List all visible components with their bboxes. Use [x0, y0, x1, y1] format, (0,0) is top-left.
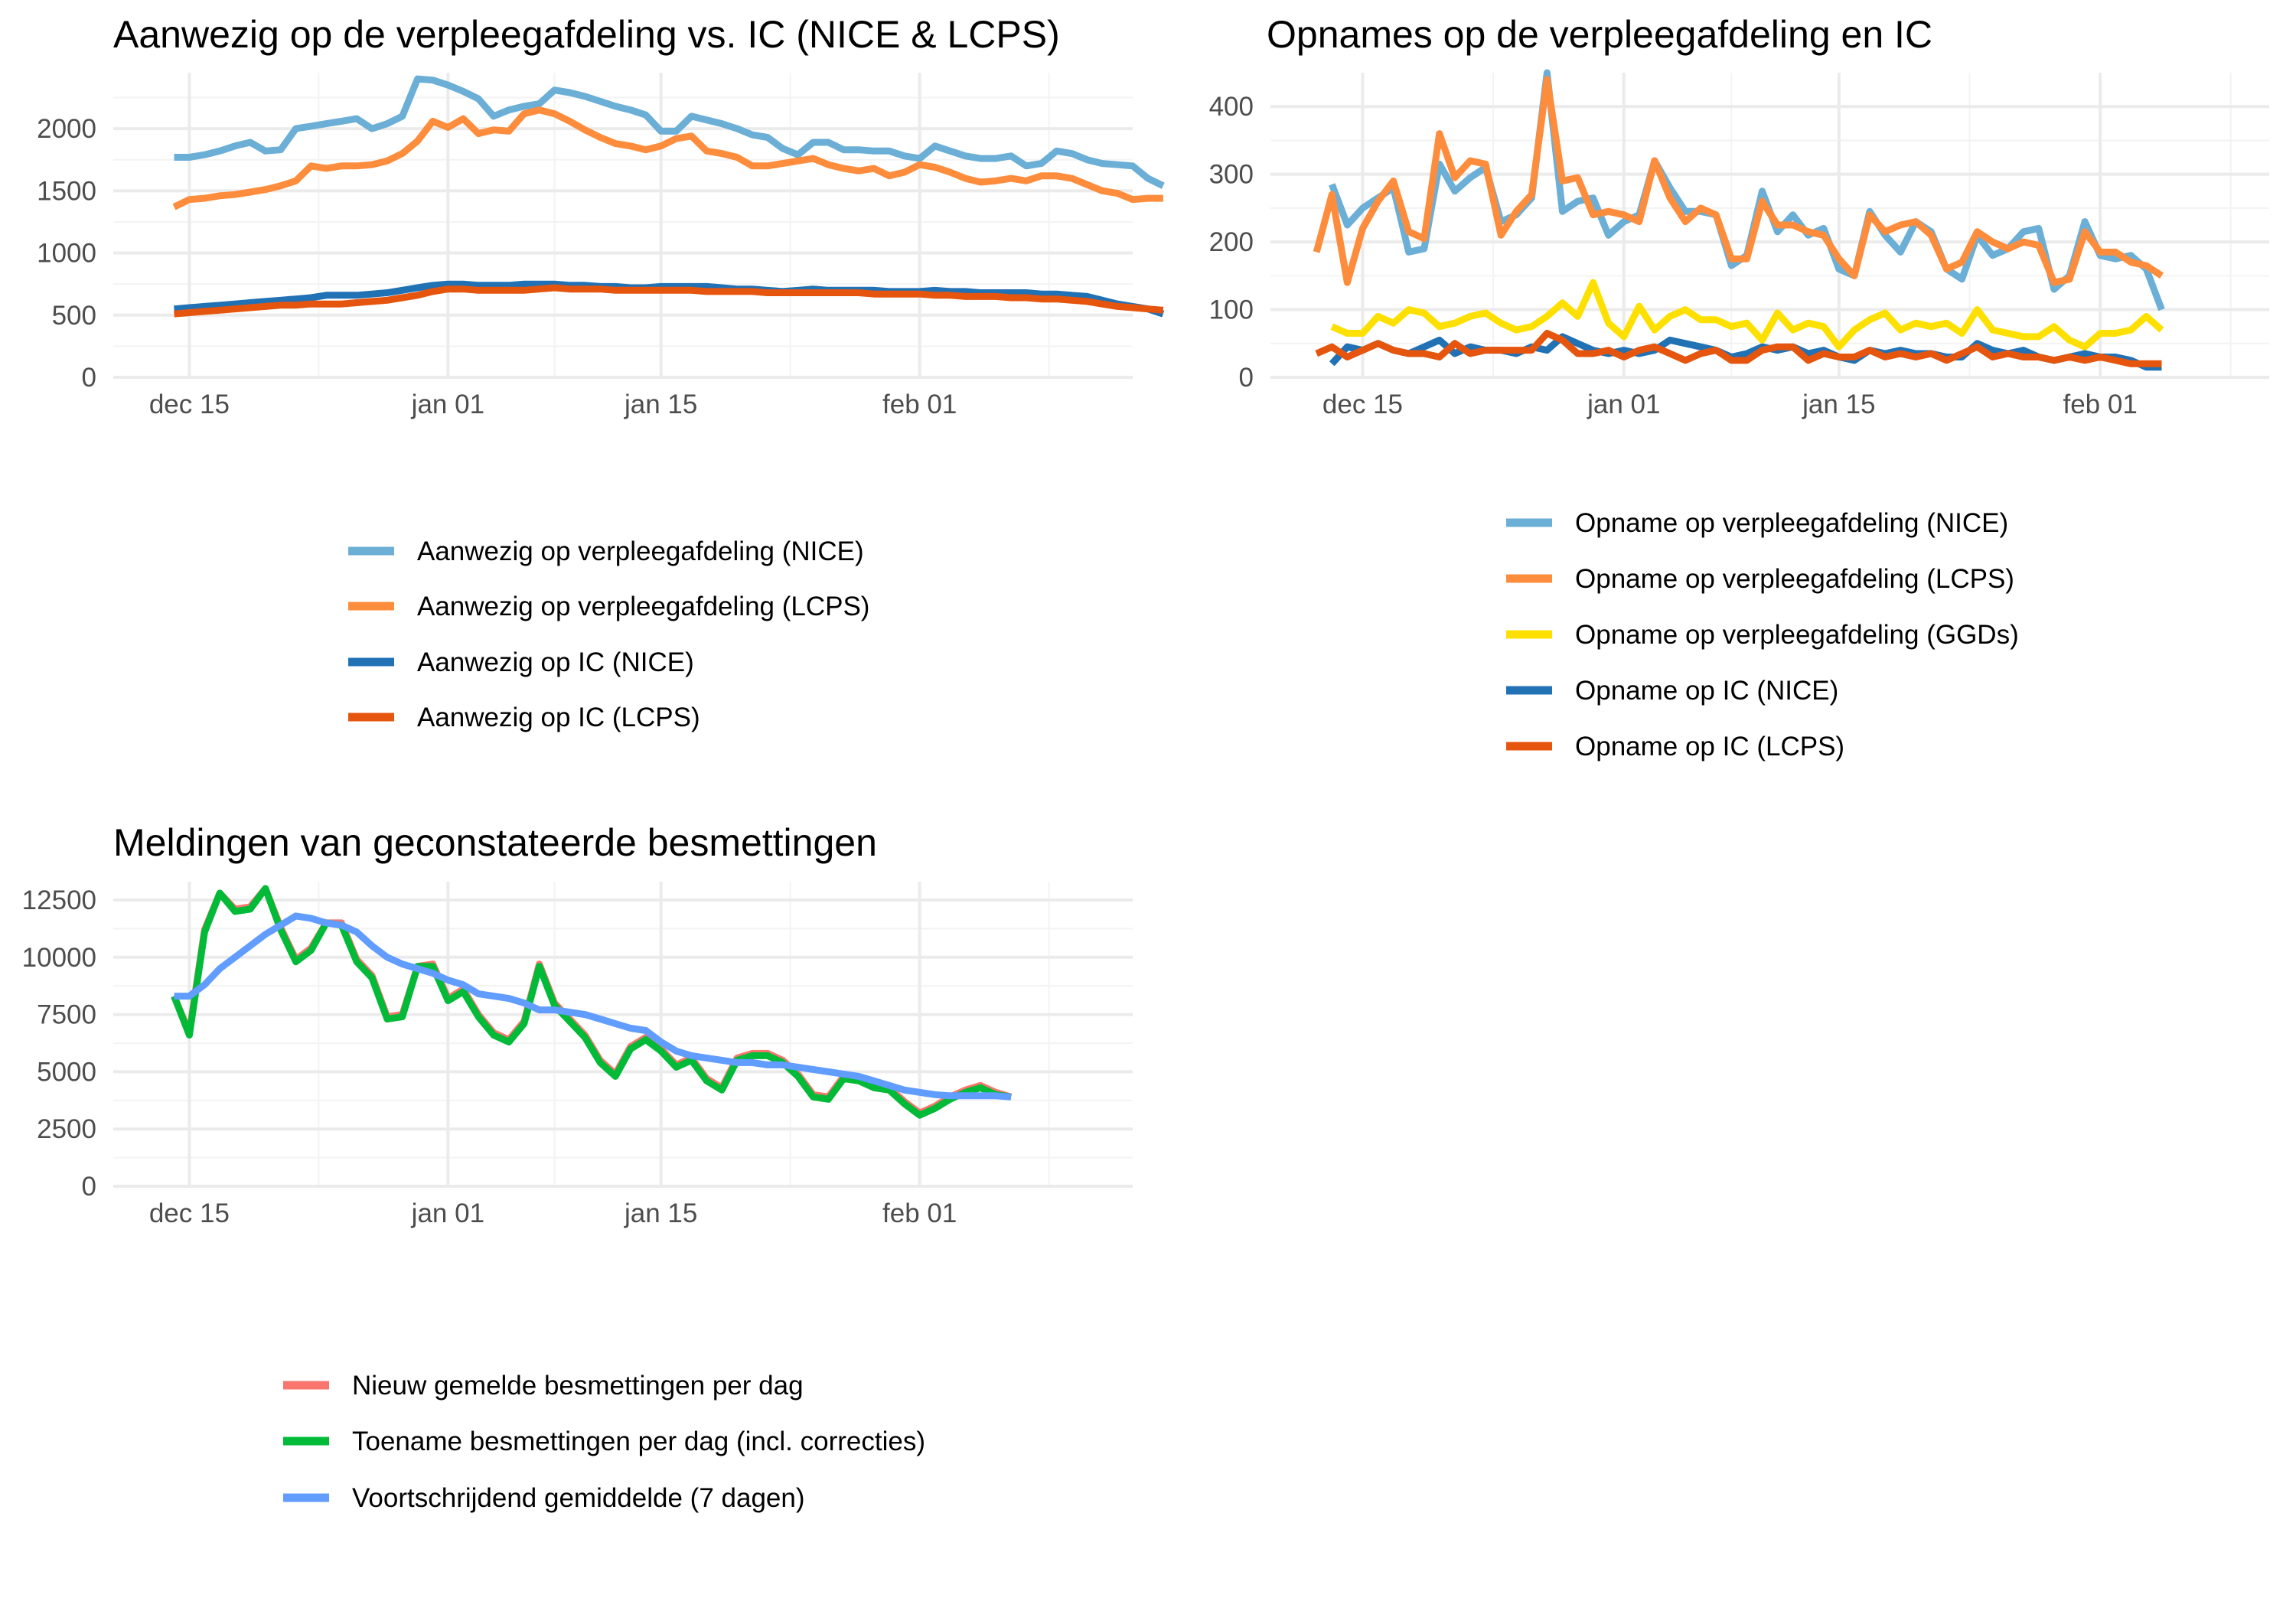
legend-item: Opname op IC (NICE)	[1506, 676, 1838, 706]
legend-label: Nieuw gemelde besmettingen per dag	[352, 1371, 804, 1401]
legend-label: Aanwezig op verpleegafdeling (LCPS)	[417, 592, 869, 621]
legend-label: Opname op verpleegafdeling (NICE)	[1575, 508, 2008, 538]
series-line-aanwezig-op-verpleegafdeling-nice	[174, 75, 1165, 189]
legend-label: Opname op IC (NICE)	[1575, 676, 1838, 706]
x-tick-label: feb 01	[2063, 390, 2137, 419]
legend: Aanwezig op verpleegafdeling (NICE) Aanw…	[348, 536, 869, 732]
x-axis-tick-labels: dec 15 jan 01 jan 15 feb 01	[149, 1198, 957, 1228]
x-axis-tick-labels: dec 15 jan 01 jan 15 feb 01	[1322, 390, 2138, 419]
x-axis-tick-labels: dec 15 jan 01 jan 15 feb 01	[149, 390, 957, 419]
legend-label: Aanwezig op IC (LCPS)	[417, 703, 700, 732]
legend-item: Opname op verpleegafdeling (NICE)	[1506, 508, 2008, 538]
x-tick-label: dec 15	[149, 1198, 230, 1228]
gridlines	[113, 882, 1133, 1188]
legend-item: Nieuw gemelde besmettingen per dag	[283, 1371, 804, 1401]
legend: Opname op verpleegafdeling (NICE) Opname…	[1506, 508, 2019, 761]
chart-title: Meldingen van geconstateerde besmettinge…	[113, 821, 877, 864]
chart-panel-infections: Meldingen van geconstateerde besmettinge…	[22, 821, 1133, 1513]
series-line-opname-op-verpleegafdeling-nice	[1329, 69, 2165, 311]
series-line-aanwezig-op-ic-lcps	[174, 284, 1164, 318]
y-tick-label: 2000	[37, 114, 96, 144]
legend-item: Toename besmettingen per dag (incl. corr…	[283, 1427, 925, 1456]
y-tick-label: 0	[1239, 363, 1254, 393]
series-line-opname-op-ic-nice	[1329, 333, 2162, 371]
series-line-opname-op-verpleegafdeling-ggds	[1330, 279, 2164, 351]
x-tick-label: jan 15	[624, 390, 697, 419]
x-tick-label: jan 15	[1802, 390, 1875, 419]
y-axis-tick-labels: 0 500 1000 1500 2000	[37, 114, 96, 393]
x-tick-label: dec 15	[149, 390, 230, 419]
legend-label: Opname op verpleegafdeling (LCPS)	[1575, 564, 2014, 594]
y-tick-label: 12500	[22, 885, 96, 915]
y-tick-label: 10000	[22, 943, 96, 973]
series-line-voortschrijdend-gemiddelde-7-dagen	[174, 912, 1012, 1101]
y-tick-label: 100	[1209, 295, 1254, 325]
y-tick-label: 1500	[37, 176, 96, 206]
x-tick-label: jan 01	[411, 390, 484, 419]
series-lines	[171, 885, 1013, 1119]
x-tick-label: dec 15	[1322, 390, 1403, 419]
legend-label: Voortschrijdend gemiddelde (7 dagen)	[352, 1483, 805, 1513]
x-tick-label: feb 01	[882, 1198, 957, 1228]
y-tick-label: 300	[1209, 160, 1254, 190]
series-line-aanwezig-op-verpleegafdeling-lcps	[172, 106, 1163, 210]
series-line-aanwezig-op-ic-nice	[174, 280, 1165, 318]
legend-item: Opname op verpleegafdeling (GGDs)	[1506, 620, 2019, 650]
gridlines	[113, 73, 1133, 379]
series-line-toename-besmettingen-per-dag-incl-correcties	[171, 885, 1012, 1119]
x-tick-label: feb 01	[882, 390, 957, 419]
y-axis-tick-labels: 0 100 200 300 400	[1209, 92, 1254, 393]
legend-label: Opname op verpleegafdeling (GGDs)	[1575, 620, 2019, 650]
legend-label: Opname op IC (LCPS)	[1575, 732, 1844, 761]
legend-item: Aanwezig op IC (NICE)	[348, 647, 694, 677]
x-tick-label: jan 15	[624, 1198, 697, 1228]
y-tick-label: 5000	[37, 1057, 96, 1087]
y-tick-label: 7500	[37, 1000, 96, 1030]
legend-item: Opname op verpleegafdeling (LCPS)	[1506, 564, 2014, 594]
chart-panel-admissions: Opnames op de verpleegafdeling en IC 0 10…	[1209, 13, 2269, 761]
legend-item: Opname op IC (LCPS)	[1506, 732, 1844, 761]
y-axis-tick-labels: 0 2500 5000 7500 10000 12500	[22, 885, 96, 1202]
series-line-opname-op-verpleegafdeling-lcps	[1313, 76, 2164, 286]
chart-panel-hospital-presence: Aanwezig op de verpleegafdeling vs. IC (…	[37, 13, 1165, 732]
y-tick-label: 400	[1209, 92, 1254, 122]
y-tick-label: 500	[52, 301, 96, 331]
y-tick-label: 1000	[37, 239, 96, 269]
series-line-opname-op-ic-lcps	[1315, 330, 2162, 367]
series-lines	[1313, 69, 2165, 371]
series-line-nieuw-gemelde-besmettingen-per-dag	[171, 885, 1013, 1117]
legend-label: Toename besmettingen per dag (incl. corr…	[352, 1427, 925, 1456]
x-tick-label: jan 01	[411, 1198, 484, 1228]
legend-item: Aanwezig op verpleegafdeling (NICE)	[348, 536, 864, 566]
legend: Nieuw gemelde besmettingen per dag Toena…	[283, 1371, 925, 1513]
y-tick-label: 0	[82, 1172, 96, 1202]
chart-title: Aanwezig op de verpleegafdeling vs. IC (…	[113, 13, 1060, 56]
y-tick-label: 200	[1209, 227, 1254, 257]
y-tick-label: 0	[82, 363, 96, 393]
legend-label: Aanwezig op verpleegafdeling (NICE)	[417, 536, 864, 566]
legend-label: Aanwezig op IC (NICE)	[417, 647, 694, 677]
x-tick-label: jan 01	[1587, 390, 1660, 419]
series-lines	[172, 75, 1165, 318]
chart-title: Opnames op de verpleegafdeling en IC	[1267, 13, 1932, 56]
legend-item: Aanwezig op IC (LCPS)	[348, 703, 700, 732]
legend-item: Voortschrijdend gemiddelde (7 dagen)	[283, 1483, 805, 1513]
y-tick-label: 2500	[37, 1114, 96, 1144]
legend-item: Aanwezig op verpleegafdeling (LCPS)	[348, 592, 869, 621]
